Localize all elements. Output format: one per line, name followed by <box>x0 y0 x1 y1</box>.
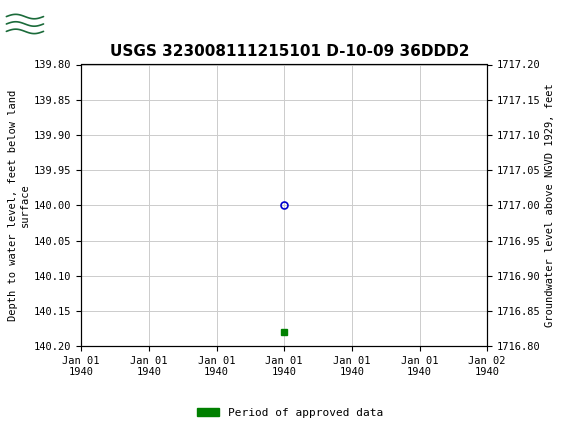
Y-axis label: Depth to water level, feet below land
surface: Depth to water level, feet below land su… <box>8 90 30 321</box>
Text: USGS: USGS <box>52 13 112 32</box>
FancyBboxPatch shape <box>5 3 45 41</box>
Y-axis label: Groundwater level above NGVD 1929, feet: Groundwater level above NGVD 1929, feet <box>545 83 555 327</box>
Legend: Period of approved data: Period of approved data <box>193 403 387 422</box>
Text: USGS 323008111215101 D-10-09 36DDD2: USGS 323008111215101 D-10-09 36DDD2 <box>110 44 470 59</box>
